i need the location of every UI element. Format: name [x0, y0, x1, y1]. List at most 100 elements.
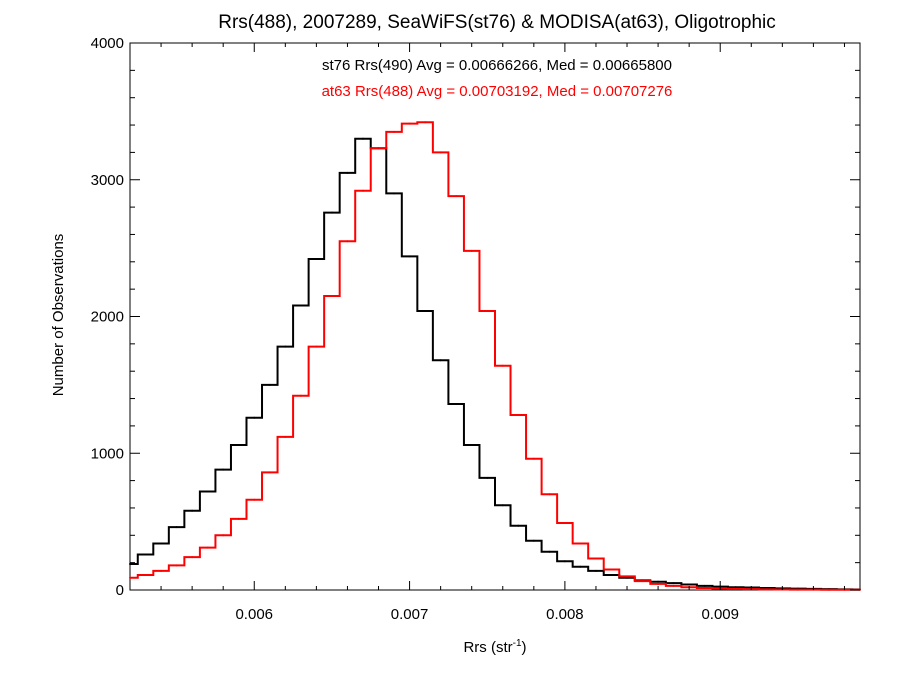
series-0-point: [548, 550, 551, 553]
series-0-point: [672, 582, 675, 585]
series-0-point: [610, 573, 613, 576]
series-1-point: [734, 587, 737, 590]
series-1-point: [610, 568, 613, 571]
series-1-point: [222, 534, 225, 537]
series-1-point: [191, 556, 194, 559]
series-1-point: [346, 240, 349, 243]
series-1-point: [268, 471, 271, 474]
series-0-point: [361, 137, 364, 140]
x-axis-label-main: Rrs (str: [463, 639, 512, 656]
series-1-point: [501, 364, 504, 367]
chart-title: Rrs(488), 2007289, SeaWiFS(st76) & MODIS…: [218, 12, 776, 33]
series-0-point: [206, 490, 209, 493]
series-1-point: [827, 588, 830, 591]
x-axis-label: Rrs (str-1): [463, 638, 526, 656]
y-tick-label: 0: [116, 582, 124, 599]
series-0-point: [688, 583, 691, 586]
series-0-point: [439, 359, 442, 362]
series-1-point: [393, 130, 396, 133]
y-axis: 0 1000 2000 3000 4000: [91, 35, 860, 599]
series-0-point: [315, 258, 318, 261]
series-0-point: [346, 171, 349, 174]
series-0-point: [237, 444, 240, 447]
y-tick-label: 4000: [91, 35, 124, 52]
series-1-point: [455, 195, 458, 198]
series-0-point: [703, 584, 706, 587]
series-1-point: [470, 249, 473, 252]
series-0-point: [160, 542, 163, 545]
series-1-point: [579, 542, 582, 545]
series-1-point: [284, 435, 287, 438]
series-1-point: [563, 521, 566, 524]
series-0-point: [268, 383, 271, 386]
series-1-point: [237, 517, 240, 520]
series-1-point: [657, 582, 660, 585]
x-tick-label: 0.008: [546, 606, 584, 623]
y-tick-label: 2000: [91, 309, 124, 326]
series-1-point: [486, 310, 489, 313]
series-1-line: [130, 121, 860, 591]
series-1-point: [377, 147, 380, 150]
series-1-point: [703, 586, 706, 589]
series-1-point: [144, 573, 147, 576]
series-0-point: [563, 560, 566, 563]
series-1-point: [626, 575, 629, 578]
series-0-point: [284, 345, 287, 348]
x-tick-label: 0.007: [391, 606, 429, 623]
series-1-point: [299, 394, 302, 397]
y-axis-label: Number of Observations: [50, 234, 67, 397]
series-1-point: [253, 498, 256, 501]
series-1-point: [548, 493, 551, 496]
series-1-point: [532, 457, 535, 460]
x-axis-label-superscript: -1: [513, 638, 522, 649]
series-0-point: [594, 569, 597, 572]
series-0-point: [579, 565, 582, 568]
series-0-point: [330, 211, 333, 214]
series-layer: [129, 121, 861, 591]
series-0-point: [657, 580, 660, 583]
series-1-point: [408, 122, 411, 125]
series-0-point: [299, 304, 302, 307]
annotation-at63: at63 Rrs(488) Avg = 0.00703192, Med = 0.…: [322, 83, 673, 100]
series-1-point: [641, 580, 644, 583]
annotation-st76: st76 Rrs(490) Avg = 0.00666266, Med = 0.…: [322, 57, 672, 74]
series-1-point: [315, 345, 318, 348]
series-1-point: [765, 588, 768, 591]
series-0-point: [222, 468, 225, 471]
series-0-point: [129, 563, 131, 566]
series-0-point: [455, 403, 458, 406]
series-1-point: [796, 588, 799, 591]
x-axis-label-close: ): [522, 639, 527, 656]
series-1-point: [594, 557, 597, 560]
series-0-point: [424, 310, 427, 313]
series-0-point: [408, 255, 411, 258]
series-0-line: [130, 137, 860, 591]
x-tick-label: 0.009: [701, 606, 739, 623]
y-tick-label: 1000: [91, 445, 124, 462]
series-1-point: [672, 584, 675, 587]
series-0-point: [734, 586, 737, 589]
series-0-point: [470, 444, 473, 447]
series-1-point: [129, 576, 131, 579]
series-0-point: [501, 504, 504, 507]
series-0-point: [191, 509, 194, 512]
series-1-point: [206, 546, 209, 549]
series-0-point: [532, 539, 535, 542]
series-0-point: [144, 553, 147, 556]
series-1-point: [517, 413, 520, 416]
series-0-point: [517, 524, 520, 527]
series-0-point: [486, 476, 489, 479]
series-0-point: [175, 526, 178, 529]
series-1-point: [160, 569, 163, 572]
x-tick-label: 0.006: [235, 606, 273, 623]
x-axis: 0.006 0.007 0.008 0.009: [129, 43, 845, 623]
series-1-point: [424, 121, 427, 124]
series-0-point: [393, 192, 396, 195]
series-1-point: [330, 294, 333, 297]
series-1-point: [175, 564, 178, 567]
y-tick-label: 3000: [91, 172, 124, 189]
series-1-point: [361, 189, 364, 192]
series-0-point: [253, 416, 256, 419]
